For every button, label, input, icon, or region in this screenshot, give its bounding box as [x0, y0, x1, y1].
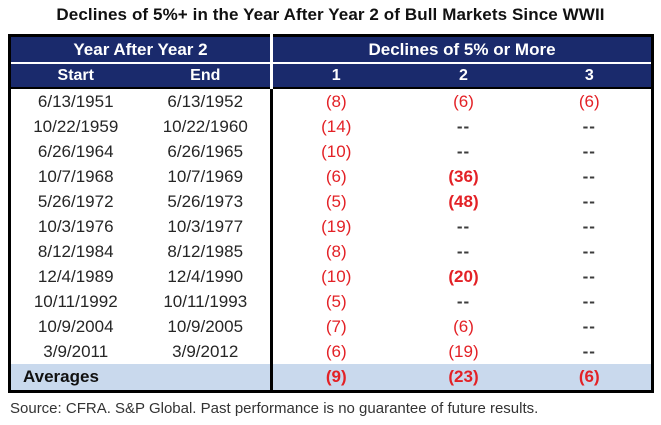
group-header-row: Year After Year 2 Declines of 5% or More — [9, 35, 653, 64]
decline-year-3-cell: -- — [582, 242, 596, 261]
end-date-cell: 6/26/1965 — [167, 142, 244, 161]
column-header-2: 2 — [399, 63, 528, 89]
end-date-cell: 10/11/1993 — [163, 292, 248, 311]
decline-year-2-cell: (20) — [448, 267, 479, 286]
decline-year-3-cell: -- — [582, 117, 596, 136]
table-body: 6/13/1951 6/13/1952 (8) (6) (6) 10/22/1959 10/… — [9, 88, 653, 392]
averages-decline-2-cell: (23) — [399, 364, 528, 392]
start-date-cell: 10/9/2004 — [37, 317, 114, 336]
averages-label: Averages — [9, 364, 272, 392]
column-header-3: 3 — [527, 63, 653, 89]
table-row: 10/11/1992 10/11/1993 (5) -- -- — [10, 289, 653, 314]
decline-year-3-cell: -- — [582, 342, 596, 361]
decline-year-2-cell: -- — [456, 242, 471, 261]
decline-year-1-cell: (19) — [270, 214, 400, 239]
decline-year-2-cell: -- — [456, 142, 471, 161]
decline-year-1-cell: (7) — [270, 314, 400, 339]
group-header-declines: Declines of 5% or More — [269, 35, 653, 64]
table-row: 3/9/2011 3/9/2012 (6) (19) -- — [10, 339, 653, 364]
table-row: 10/9/2004 10/9/2005 (7) (6) -- — [10, 314, 653, 339]
source-note: Source: CFRA. S&P Global. Past performan… — [10, 400, 539, 417]
end-date-cell: 6/13/1952 — [167, 92, 244, 111]
start-date-cell: 8/12/1984 — [37, 242, 114, 261]
start-date-cell: 3/9/2011 — [43, 342, 109, 361]
end-date-cell: 10/3/1977 — [167, 217, 244, 236]
table-row: 5/26/1972 5/26/1973 (5) (48) -- — [10, 189, 653, 214]
averages-decline-3-cell: (6) — [527, 364, 653, 392]
table-row: 6/13/1951 6/13/1952 (8) (6) (6) — [10, 88, 653, 114]
start-date-cell: 6/26/1964 — [37, 142, 114, 161]
table-header: Year After Year 2 Declines of 5% or More… — [9, 35, 653, 89]
end-date-cell: 3/9/2012 — [172, 342, 239, 361]
table-row: 10/7/1968 10/7/1969 (6) (36) -- — [10, 164, 653, 189]
column-header-1: 1 — [270, 63, 400, 89]
column-header-row: Start End 1 2 3 — [9, 63, 653, 89]
decline-year-1-cell: (10) — [270, 139, 400, 164]
start-date-cell: 10/7/1968 — [37, 167, 114, 186]
decline-year-2-cell: (36) — [448, 167, 479, 186]
decline-year-1-cell: (14) — [270, 114, 400, 139]
table-row: 12/4/1989 12/4/1990 (10) (20) -- — [10, 264, 653, 289]
decline-year-2-cell: -- — [456, 292, 471, 311]
decline-year-3-cell: -- — [582, 217, 596, 236]
decline-year-2-cell: (6) — [453, 92, 474, 111]
decline-year-1-cell: (6) — [270, 164, 400, 189]
table-figure: Declines of 5%+ in the Year After Year 2… — [0, 5, 661, 425]
decline-year-3-cell: -- — [582, 167, 596, 186]
end-date-cell: 5/26/1973 — [167, 192, 244, 211]
decline-year-1-cell: (5) — [270, 289, 400, 314]
decline-year-2-cell: (6) — [453, 317, 474, 336]
start-date-cell: 6/13/1951 — [37, 92, 114, 111]
decline-year-3-cell: -- — [582, 267, 596, 286]
decline-year-1-cell: (5) — [270, 189, 400, 214]
column-header-end: End — [140, 63, 272, 89]
end-date-cell: 10/9/2005 — [167, 317, 244, 336]
averages-row: Averages (9) (23) (6) — [9, 364, 653, 392]
decline-year-2-cell: -- — [456, 117, 471, 136]
decline-year-3-cell: (6) — [578, 92, 600, 111]
start-date-cell: 5/26/1972 — [37, 192, 114, 211]
start-date-cell: 12/4/1989 — [37, 267, 114, 286]
decline-year-1-cell: (8) — [270, 239, 400, 264]
table-row: 8/12/1984 8/12/1985 (8) -- -- — [10, 239, 653, 264]
decline-year-3-cell: -- — [582, 317, 596, 336]
table-title: Declines of 5%+ in the Year After Year 2… — [56, 5, 605, 24]
start-date-cell: 10/22/1959 — [33, 117, 119, 136]
column-header-start: Start — [9, 63, 141, 89]
start-date-cell: 10/11/1992 — [33, 292, 118, 311]
start-date-cell: 10/3/1976 — [37, 217, 114, 236]
decline-year-2-cell: -- — [456, 217, 471, 236]
table-row: 10/3/1976 10/3/1977 (19) -- -- — [10, 214, 653, 239]
decline-year-2-cell: (48) — [448, 192, 479, 211]
decline-year-1-cell: (6) — [270, 339, 400, 364]
decline-year-3-cell: -- — [582, 142, 596, 161]
table-row: 10/22/1959 10/22/1960 (14) -- -- — [10, 114, 653, 139]
decline-year-3-cell: -- — [582, 292, 596, 311]
table-row: 6/26/1964 6/26/1965 (10) -- -- — [10, 139, 653, 164]
end-date-cell: 10/22/1960 — [162, 117, 248, 136]
decline-year-2-cell: (19) — [448, 342, 479, 361]
declines-table: Year After Year 2 Declines of 5% or More… — [8, 34, 655, 393]
decline-year-3-cell: -- — [582, 192, 596, 211]
decline-year-1-cell: (10) — [270, 264, 400, 289]
decline-year-1-cell: (8) — [270, 88, 400, 114]
end-date-cell: 12/4/1990 — [167, 267, 244, 286]
group-header-year-after-year-2: Year After Year 2 — [9, 35, 272, 64]
averages-decline-1-cell: (9) — [270, 364, 400, 392]
end-date-cell: 8/12/1985 — [167, 242, 244, 261]
end-date-cell: 10/7/1969 — [167, 167, 244, 186]
